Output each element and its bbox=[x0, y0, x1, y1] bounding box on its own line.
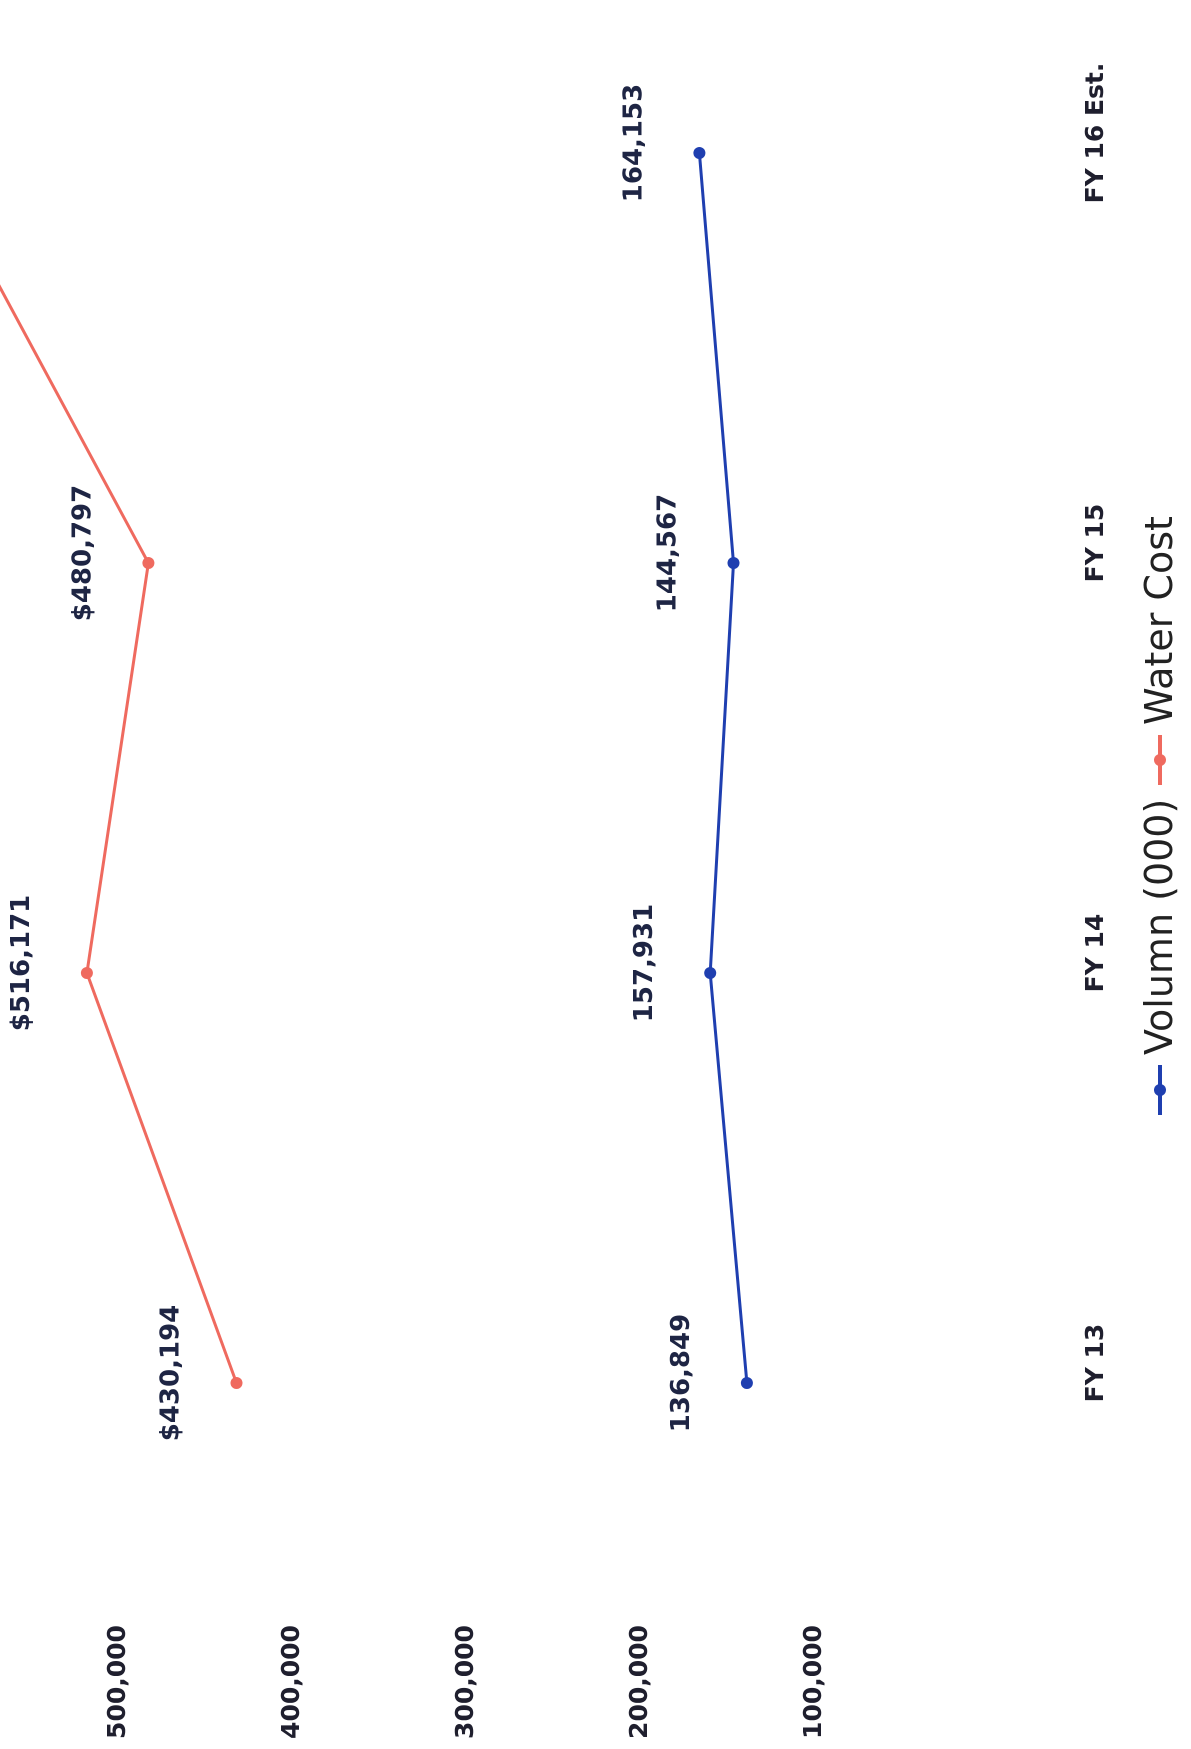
series-group: 136,849 157,931 144,567 164,153 bbox=[618, 84, 753, 1432]
value-tick-label: 500,000 bbox=[102, 1625, 131, 1739]
data-point bbox=[142, 557, 155, 569]
series-lines: 136,849 157,931 144,567 164,153 $430,194 $516… bbox=[0, 84, 753, 1442]
series-line bbox=[0, 284, 238, 1384]
category-axis-labels: FY 13 FY 14 FY 15 FY 16 Est. bbox=[1080, 63, 1109, 1403]
legend-marker-icon bbox=[1154, 754, 1166, 766]
category-label: FY 14 bbox=[1080, 914, 1109, 993]
value-axis-ticks: 100,000200,000300,000400,000500,000600,0… bbox=[102, 1625, 827, 1739]
data-point bbox=[727, 557, 740, 569]
value-tick-label: 100,000 bbox=[798, 1625, 827, 1739]
legend-label: Volumn (000) bbox=[1137, 799, 1181, 1055]
legend-entry: Water Cost bbox=[1137, 516, 1181, 785]
data-label: 136,849 bbox=[666, 1314, 696, 1432]
data-label: $516,171 bbox=[6, 895, 36, 1032]
category-label: FY 15 bbox=[1080, 504, 1109, 583]
data-label: $480,797 bbox=[67, 485, 97, 622]
category-label: FY 13 bbox=[1080, 1324, 1109, 1403]
data-point bbox=[693, 147, 706, 159]
value-tick-label: 300,000 bbox=[450, 1625, 479, 1739]
legend-marker-icon bbox=[1154, 1084, 1166, 1096]
legend-entry: Volumn (000) bbox=[1137, 799, 1181, 1115]
legend-label: Water Cost bbox=[1137, 516, 1181, 725]
legend: Volumn (000) Water Cost bbox=[1137, 516, 1181, 1115]
data-label: 164,153 bbox=[618, 84, 648, 202]
data-point bbox=[704, 967, 717, 979]
data-label: $430,194 bbox=[155, 1305, 185, 1442]
data-point bbox=[230, 1377, 243, 1389]
value-tick-label: 400,000 bbox=[276, 1625, 305, 1739]
data-label: 157,931 bbox=[629, 904, 659, 1022]
value-tick-label: 200,000 bbox=[624, 1625, 653, 1739]
data-point bbox=[80, 967, 93, 979]
data-label: 144,567 bbox=[652, 494, 682, 612]
data-point bbox=[740, 1377, 753, 1389]
category-label: FY 16 Est. bbox=[1080, 63, 1109, 204]
series-group: $430,194$516,171$480,797$607,686 bbox=[0, 284, 243, 1442]
series-line bbox=[697, 152, 749, 1384]
